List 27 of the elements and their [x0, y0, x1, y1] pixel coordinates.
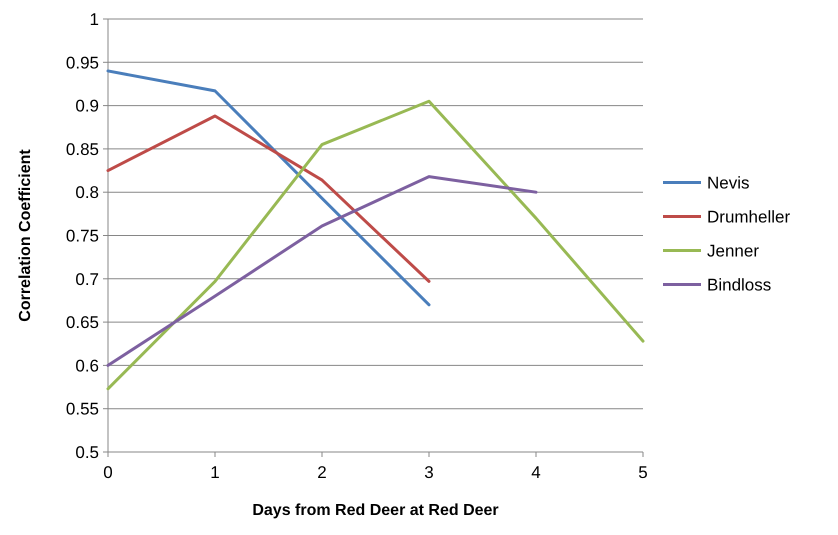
legend-label: Drumheller — [707, 207, 790, 226]
line-series — [106, 114, 430, 283]
y-tick-label: 0.75 — [66, 226, 99, 246]
y-tick-label: 0.7 — [75, 270, 99, 289]
legend-label: Bindloss — [707, 275, 772, 294]
line-series — [106, 100, 644, 390]
x-tick-label: 0 — [103, 463, 113, 482]
y-tick-label: 1 — [90, 10, 99, 29]
line-series — [106, 175, 538, 367]
x-tick-label: 2 — [317, 463, 327, 482]
y-tick-label: 0.8 — [75, 183, 99, 202]
y-tick-label: 0.95 — [66, 53, 99, 72]
y-tick-label: 0.6 — [75, 356, 99, 376]
x-tick-label: 3 — [424, 463, 434, 482]
y-tick-label: 0.9 — [75, 96, 99, 116]
x-tick-label: 5 — [638, 463, 648, 482]
x-axis-title: Days from Red Deer at Red Deer — [252, 502, 499, 519]
y-tick-label: 0.65 — [66, 313, 99, 332]
x-tick-label: 1 — [210, 463, 220, 482]
y-axis-title: Correlation Coefficient — [17, 148, 34, 322]
legend-label: Nevis — [707, 173, 750, 192]
y-tick-label: 0.55 — [66, 400, 99, 419]
y-tick-label: 0.85 — [66, 140, 99, 159]
line-series — [106, 69, 430, 306]
y-tick-label: 0.5 — [75, 442, 99, 462]
legend-label: Jenner — [707, 241, 760, 260]
x-tick-label: 4 — [531, 463, 541, 482]
